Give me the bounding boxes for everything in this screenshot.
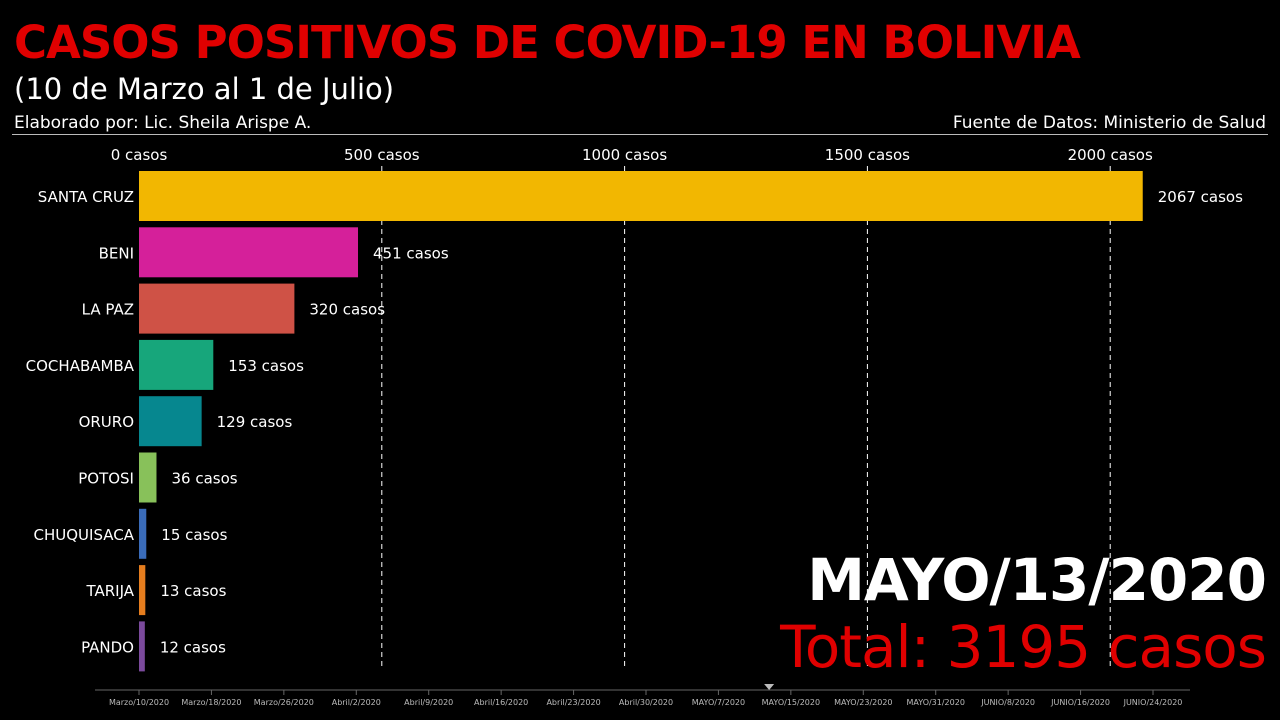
bar bbox=[139, 396, 202, 447]
current-date-label: MAYO/13/2020 bbox=[807, 546, 1267, 614]
data-label: 13 casos bbox=[160, 582, 226, 600]
category-label: COCHABAMBA bbox=[26, 357, 135, 375]
author-credit: Elaborado por: Lic. Sheila Arispe A. bbox=[14, 113, 312, 133]
category-label: PANDO bbox=[81, 638, 134, 656]
bar bbox=[139, 508, 147, 559]
total-cases-label: Total: 3195 casos bbox=[780, 613, 1267, 681]
timeline-label: MAYO/31/2020 bbox=[906, 698, 964, 707]
chart-title: CASOS POSITIVOS DE COVID-19 EN BOLIVIA bbox=[14, 16, 1081, 69]
timeline-label: MAYO/15/2020 bbox=[762, 698, 820, 707]
data-label: 451 casos bbox=[373, 244, 449, 262]
chart-subtitle: (10 de Marzo al 1 de Julio) bbox=[14, 72, 395, 106]
bar bbox=[139, 171, 1143, 221]
category-label: CHUQUISACA bbox=[34, 526, 135, 544]
timeline-marker-icon bbox=[764, 684, 775, 690]
header-divider bbox=[12, 134, 1268, 135]
category-label: TARIJA bbox=[85, 582, 134, 600]
data-label: 12 casos bbox=[160, 638, 226, 656]
x-tick-label: 0 casos bbox=[111, 146, 168, 164]
category-label: SANTA CRUZ bbox=[38, 188, 134, 206]
timeline-label: JUNIO/16/2020 bbox=[1050, 698, 1110, 707]
timeline-label: Marzo/18/2020 bbox=[181, 698, 241, 707]
bar bbox=[139, 452, 157, 503]
data-label: 129 casos bbox=[217, 413, 293, 431]
category-label: POTOSI bbox=[78, 470, 134, 488]
data-label: 320 casos bbox=[309, 301, 385, 319]
timeline-label: Marzo/26/2020 bbox=[254, 698, 314, 707]
data-label: 2067 casos bbox=[1158, 188, 1243, 206]
timeline-label: Abril/23/2020 bbox=[546, 698, 600, 707]
bar bbox=[139, 283, 295, 334]
x-tick-label: 500 casos bbox=[344, 146, 420, 164]
x-tick-label: 2000 casos bbox=[1068, 146, 1153, 164]
category-label: BENI bbox=[99, 244, 134, 262]
timeline-label: JUNIO/8/2020 bbox=[980, 698, 1035, 707]
bar bbox=[139, 565, 146, 616]
category-label: LA PAZ bbox=[82, 301, 134, 319]
timeline-label: Abril/30/2020 bbox=[619, 698, 673, 707]
timeline-label: JUNIO/24/2020 bbox=[1123, 698, 1183, 707]
timeline-label: MAYO/23/2020 bbox=[834, 698, 892, 707]
data-label: 153 casos bbox=[228, 357, 304, 375]
data-label: 15 casos bbox=[161, 526, 227, 544]
bar bbox=[139, 227, 359, 278]
category-label: ORURO bbox=[79, 413, 134, 431]
bar bbox=[139, 621, 145, 672]
data-source: Fuente de Datos: Ministerio de Salud bbox=[952, 113, 1266, 133]
x-tick-label: 1000 casos bbox=[582, 146, 667, 164]
bar bbox=[139, 339, 214, 390]
data-label: 36 casos bbox=[171, 470, 237, 488]
timeline-label: Abril/2/2020 bbox=[332, 698, 381, 707]
timeline-label: MAYO/7/2020 bbox=[692, 698, 745, 707]
timeline-label: Marzo/10/2020 bbox=[109, 698, 169, 707]
x-tick-label: 1500 casos bbox=[825, 146, 910, 164]
timeline-label: Abril/9/2020 bbox=[404, 698, 453, 707]
timeline-label: Abril/16/2020 bbox=[474, 698, 528, 707]
